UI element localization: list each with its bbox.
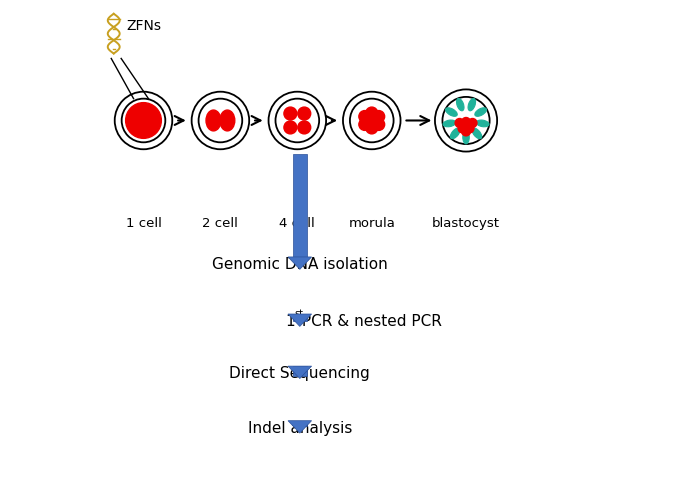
Circle shape — [373, 111, 385, 122]
Ellipse shape — [298, 121, 311, 134]
Circle shape — [465, 124, 474, 133]
Circle shape — [373, 118, 385, 130]
Ellipse shape — [463, 131, 469, 144]
Circle shape — [359, 118, 371, 130]
Text: Indel analysis: Indel analysis — [248, 421, 352, 436]
Circle shape — [462, 117, 471, 126]
Circle shape — [458, 124, 467, 133]
Text: st: st — [295, 309, 304, 319]
Text: morula: morula — [348, 217, 395, 230]
Circle shape — [455, 118, 464, 127]
Ellipse shape — [456, 98, 464, 111]
Ellipse shape — [445, 108, 457, 116]
Polygon shape — [288, 421, 312, 433]
Text: PCR & nested PCR: PCR & nested PCR — [297, 314, 442, 329]
Ellipse shape — [450, 128, 460, 139]
Circle shape — [468, 118, 477, 127]
Ellipse shape — [443, 120, 456, 127]
Text: 1 cell: 1 cell — [126, 217, 162, 230]
Text: ZFNs: ZFNs — [126, 19, 161, 33]
Ellipse shape — [475, 108, 486, 116]
Ellipse shape — [284, 107, 297, 120]
Circle shape — [369, 115, 381, 126]
Ellipse shape — [468, 98, 475, 111]
Polygon shape — [288, 257, 312, 269]
Text: 1: 1 — [285, 314, 295, 329]
Circle shape — [462, 127, 471, 136]
Circle shape — [366, 107, 378, 119]
Ellipse shape — [206, 110, 221, 131]
Text: 4 cell: 4 cell — [280, 217, 315, 230]
Polygon shape — [293, 421, 307, 426]
Circle shape — [359, 111, 371, 122]
Ellipse shape — [298, 107, 311, 120]
Text: blastocyst: blastocyst — [432, 217, 500, 230]
Circle shape — [366, 122, 378, 134]
Circle shape — [126, 103, 162, 138]
Polygon shape — [288, 314, 312, 326]
Polygon shape — [293, 314, 307, 321]
Circle shape — [363, 115, 374, 126]
Polygon shape — [293, 154, 307, 257]
Text: Genomic DNA isolation: Genomic DNA isolation — [212, 257, 388, 272]
Polygon shape — [293, 366, 307, 376]
Text: 2 cell: 2 cell — [202, 217, 238, 230]
Ellipse shape — [476, 120, 489, 127]
Polygon shape — [288, 366, 312, 379]
Ellipse shape — [472, 128, 481, 139]
Ellipse shape — [284, 121, 297, 134]
Text: Direct Sequencing: Direct Sequencing — [230, 366, 370, 381]
Ellipse shape — [220, 110, 235, 131]
